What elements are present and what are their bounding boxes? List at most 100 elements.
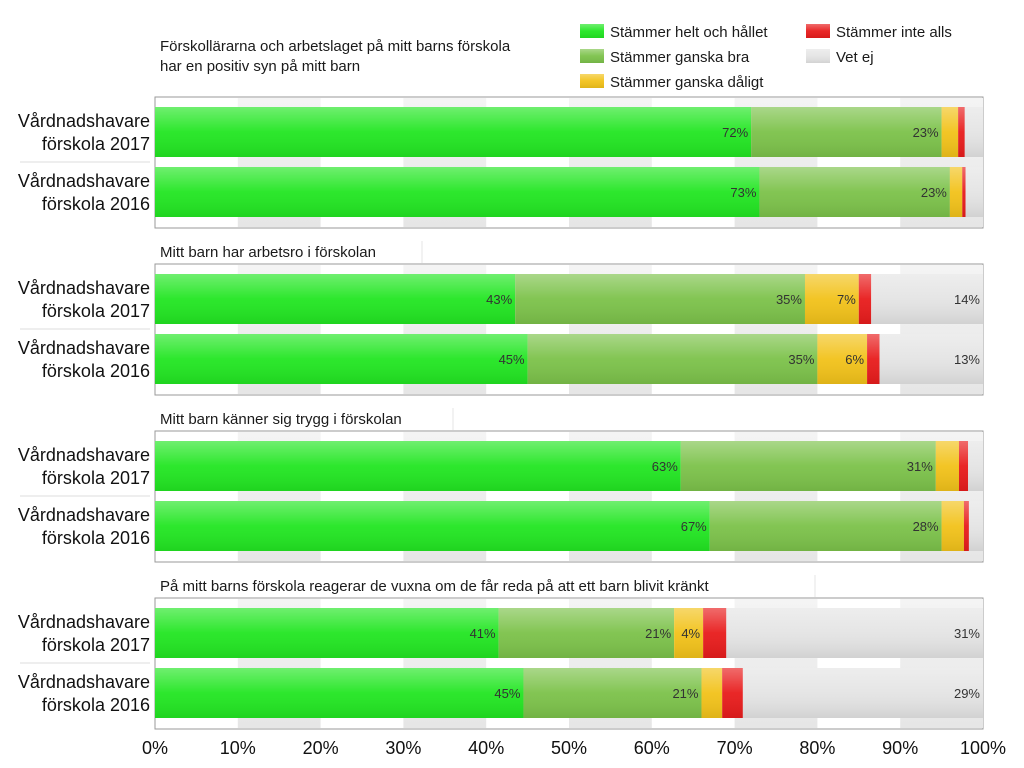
- data-label: 35%: [776, 292, 802, 307]
- data-label: 6%: [845, 352, 864, 367]
- panel-title: Förskollärarna och arbetslaget på mitt b…: [160, 38, 511, 55]
- legend-label: Stämmer ganska dåligt: [610, 74, 764, 91]
- bar-gloss: [867, 334, 880, 384]
- bar-gloss: [968, 501, 983, 551]
- bar-gloss: [965, 167, 983, 217]
- data-label: 45%: [499, 352, 525, 367]
- row-label: Vårdnadshavare: [18, 338, 150, 358]
- bar-gloss: [958, 441, 969, 491]
- bar-gloss: [817, 334, 868, 384]
- panel-title: På mitt barns förskola reagerar de vuxna…: [160, 578, 709, 595]
- bar-gloss: [879, 334, 983, 384]
- panel-title: Mitt barn känner sig trygg i förskolan: [160, 411, 402, 428]
- data-label: 23%: [921, 185, 947, 200]
- row-label: förskola 2017: [42, 635, 150, 655]
- bar-gloss: [958, 107, 965, 157]
- row-label: förskola 2017: [42, 468, 150, 488]
- legend-label: Stämmer helt och hållet: [610, 24, 768, 41]
- bar-gloss: [155, 167, 760, 217]
- panel-title: har en positiv syn på mitt barn: [160, 58, 360, 75]
- x-tick-label: 10%: [220, 738, 256, 758]
- data-label: 45%: [494, 686, 520, 701]
- bar-gloss: [858, 274, 872, 324]
- legend-label: Stämmer ganska bra: [610, 49, 750, 66]
- row-label: förskola 2016: [42, 695, 150, 715]
- bar-gloss: [709, 501, 942, 551]
- x-tick-label: 70%: [717, 738, 753, 758]
- x-tick-label: 40%: [468, 738, 504, 758]
- data-label: 43%: [486, 292, 512, 307]
- x-tick-label: 100%: [960, 738, 1006, 758]
- bar-gloss: [742, 668, 983, 718]
- bar-gloss: [155, 608, 499, 658]
- data-label: 21%: [672, 686, 698, 701]
- bar-gloss: [515, 274, 805, 324]
- data-label: 41%: [470, 626, 496, 641]
- data-label: 63%: [652, 459, 678, 474]
- data-label: 31%: [907, 459, 933, 474]
- row-label: Vårdnadshavare: [18, 278, 150, 298]
- bar-gloss: [155, 501, 710, 551]
- row-label: Vårdnadshavare: [18, 672, 150, 692]
- bar-gloss: [703, 608, 727, 658]
- data-label: 73%: [730, 185, 756, 200]
- x-tick-label: 0%: [142, 738, 168, 758]
- bar-gloss: [964, 107, 983, 157]
- bar-gloss: [941, 501, 964, 551]
- bar-gloss: [871, 274, 983, 324]
- data-label: 72%: [722, 125, 748, 140]
- bar-gloss: [680, 441, 936, 491]
- row-label: förskola 2016: [42, 528, 150, 548]
- x-tick-label: 20%: [303, 738, 339, 758]
- bar-gloss: [722, 668, 743, 718]
- bar-gloss: [155, 668, 524, 718]
- row-label: förskola 2016: [42, 194, 150, 214]
- bar-gloss: [155, 441, 681, 491]
- row-label: Vårdnadshavare: [18, 445, 150, 465]
- x-tick-label: 80%: [799, 738, 835, 758]
- bar-gloss: [701, 668, 723, 718]
- x-tick-label: 60%: [634, 738, 670, 758]
- data-label: 31%: [954, 626, 980, 641]
- bar-gloss: [949, 167, 963, 217]
- bar-gloss: [155, 274, 516, 324]
- bar-gloss: [674, 608, 704, 658]
- bar-gloss: [759, 167, 950, 217]
- row-label: förskola 2017: [42, 134, 150, 154]
- bar-gloss: [155, 334, 528, 384]
- row-label: Vårdnadshavare: [18, 505, 150, 525]
- data-label: 35%: [788, 352, 814, 367]
- data-label: 4%: [681, 626, 700, 641]
- panel-title: Mitt barn har arbetsro i förskolan: [160, 244, 376, 261]
- x-tick-label: 30%: [385, 738, 421, 758]
- data-label: 21%: [645, 626, 671, 641]
- bar-gloss: [726, 608, 983, 658]
- row-label: Vårdnadshavare: [18, 171, 150, 191]
- data-label: 14%: [954, 292, 980, 307]
- legend: Stämmer helt och hållet Stämmer ganska br…: [580, 24, 952, 91]
- data-label: 29%: [954, 686, 980, 701]
- data-label: 28%: [913, 519, 939, 534]
- bar-gloss: [523, 668, 702, 718]
- bar-gloss: [963, 501, 969, 551]
- x-tick-label: 50%: [551, 738, 587, 758]
- data-label: 67%: [681, 519, 707, 534]
- bar-gloss: [804, 274, 859, 324]
- legend-label: Stämmer inte alls: [836, 24, 952, 41]
- legend-label: Vet ej: [836, 49, 874, 66]
- data-label: 7%: [837, 292, 856, 307]
- x-tick-label: 90%: [882, 738, 918, 758]
- row-label: förskola 2017: [42, 301, 150, 321]
- bar-gloss: [498, 608, 675, 658]
- row-label: förskola 2016: [42, 361, 150, 381]
- bar-gloss: [935, 441, 959, 491]
- row-label: Vårdnadshavare: [18, 111, 150, 131]
- data-label: 13%: [954, 352, 980, 367]
- bar-gloss: [941, 107, 959, 157]
- data-label: 23%: [913, 125, 939, 140]
- bar-gloss: [527, 334, 818, 384]
- bar-gloss: [751, 107, 942, 157]
- bar-gloss: [155, 107, 752, 157]
- bar-gloss: [968, 441, 983, 491]
